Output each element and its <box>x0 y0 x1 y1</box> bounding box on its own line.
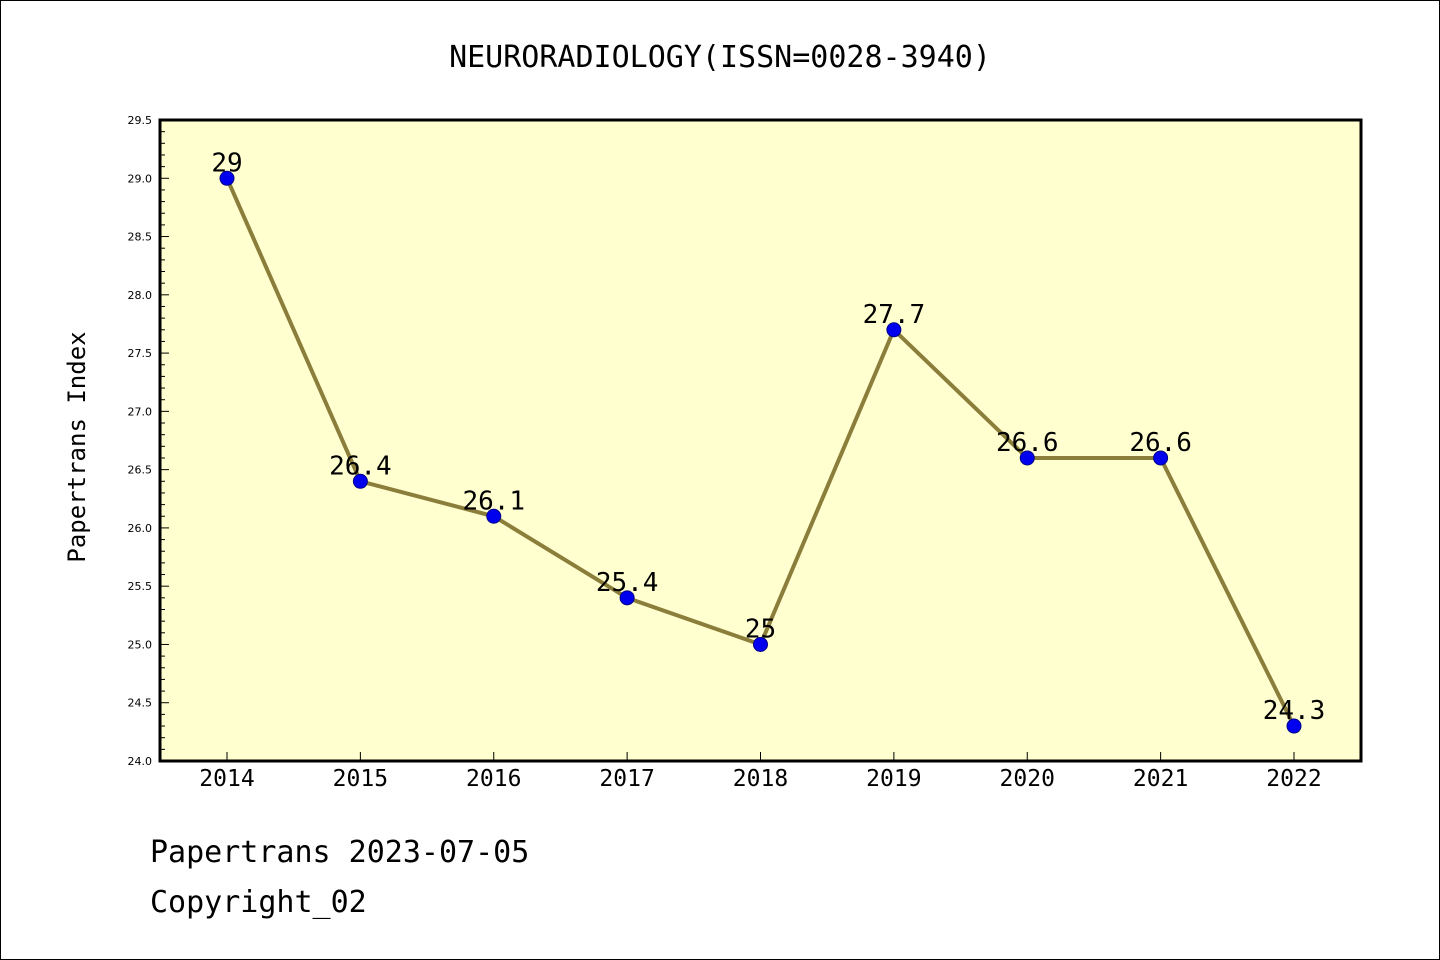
footer-copyright: Copyright_02 <box>150 885 367 920</box>
y-tick-label: 28.5 <box>128 231 153 244</box>
y-tick-label: 25.5 <box>128 580 153 593</box>
data-point <box>1153 450 1169 466</box>
x-tick-label: 2014 <box>199 766 254 792</box>
data-point <box>352 473 368 489</box>
x-tick-label: 2020 <box>1000 766 1055 792</box>
y-tick-label: 28.0 <box>128 289 153 302</box>
x-tick-label: 2019 <box>866 766 921 792</box>
y-tick-label: 29.5 <box>128 114 153 127</box>
plot-background <box>160 120 1361 761</box>
x-tick-label: 2017 <box>599 766 654 792</box>
data-point <box>1019 450 1035 466</box>
y-axis-label: Papertrans Index <box>63 331 91 562</box>
data-point <box>1286 718 1302 734</box>
y-tick-label: 24.5 <box>128 697 153 710</box>
data-point <box>619 590 635 606</box>
x-tick-label: 2022 <box>1266 766 1321 792</box>
data-point <box>753 636 768 652</box>
y-tick-label: 27.5 <box>128 347 153 360</box>
y-tick-label: 26.5 <box>128 464 153 477</box>
x-tick-label: 2021 <box>1133 766 1188 792</box>
data-point <box>486 508 502 524</box>
chart-title: NEURORADIOLOGY(ISSN=0028-3940) <box>449 40 991 75</box>
x-tick-label: 2018 <box>733 766 788 792</box>
y-tick-label: 29.0 <box>128 172 153 185</box>
plot-border <box>158 118 1363 763</box>
plot-area: 24.0 24.5 25.0 25.5 26.0 26.5 27.0 27.5 28.0 28.5… <box>128 114 1363 792</box>
data-point <box>886 322 902 338</box>
footer-date: Papertrans 2023-07-05 <box>150 835 530 870</box>
data-label: 27.7 <box>863 300 926 330</box>
data-label: 25.4 <box>596 568 659 598</box>
y-tick-label: 27.0 <box>128 405 153 418</box>
data-label: 25 <box>745 614 776 644</box>
data-label: 26.4 <box>329 451 392 481</box>
data-label: 24.3 <box>1263 696 1326 726</box>
data-label: 26.6 <box>1129 428 1192 458</box>
y-tick-label: 24.0 <box>128 755 153 768</box>
y-tick-label: 25.0 <box>128 638 153 651</box>
data-label: 26.6 <box>996 428 1059 458</box>
x-tick-label: 2015 <box>333 766 388 792</box>
data-point <box>219 170 235 186</box>
y-tick-label: 26.0 <box>128 522 153 535</box>
data-label: 29 <box>211 148 242 178</box>
x-tick-label: 2016 <box>466 766 521 792</box>
data-label: 26.1 <box>462 486 525 516</box>
